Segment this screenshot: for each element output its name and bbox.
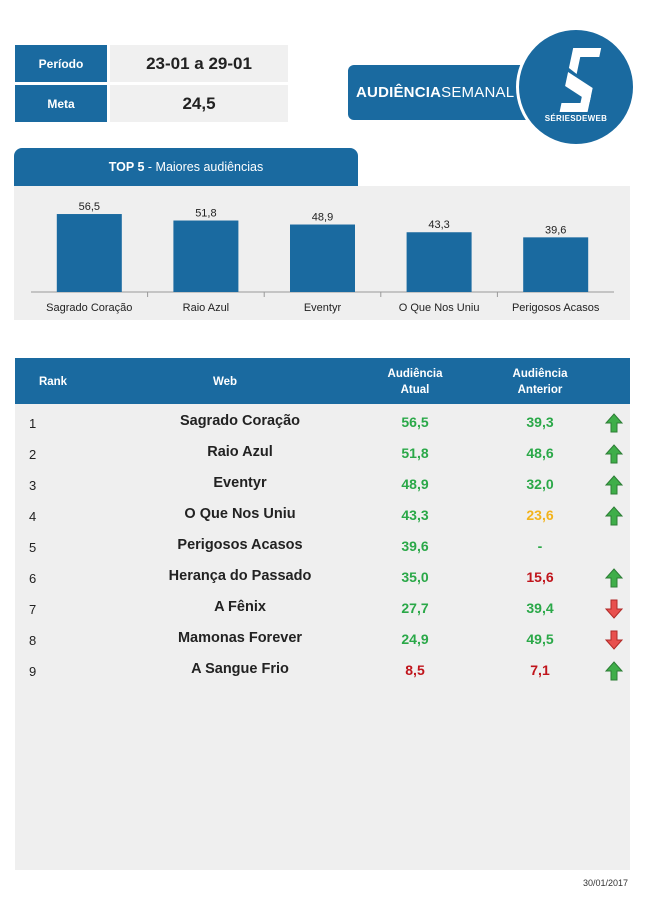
table-row: 1 Sagrado Coração 56,5 39,3 xyxy=(15,410,630,441)
rank-cell: 6 xyxy=(29,571,37,586)
table-row: 9 A Sangue Frio 8,5 7,1 xyxy=(15,658,630,689)
bar xyxy=(406,232,472,292)
table-body: 1 Sagrado Coração 56,5 39,3 2 Raio Azul 51,8 48… xyxy=(15,404,630,870)
web-cell: Eventyr xyxy=(213,475,267,491)
header-web: Web xyxy=(212,376,238,388)
arrow-up-icon xyxy=(604,475,624,495)
bar-value-label: 39,6 xyxy=(545,224,566,236)
bar xyxy=(173,220,239,292)
web-cell: O Que Nos Uniu xyxy=(184,506,296,522)
goal-value: 24,5 xyxy=(110,85,288,122)
banner-title: AUDIÊNCIASEMANAL xyxy=(356,84,514,101)
bar-value-label: 43,3 xyxy=(428,219,449,231)
bar xyxy=(523,237,589,292)
x-tick-label: O Que Nos Uniu xyxy=(399,302,480,314)
previous-audience-cell: - xyxy=(537,538,543,554)
header-current-line2: Atual xyxy=(400,384,430,396)
table-header: Rank Web Audiência Atual Audiência Anter… xyxy=(15,358,630,404)
header-current-line1: Audiência xyxy=(387,368,443,380)
current-audience-cell: 39,6 xyxy=(401,538,429,554)
period-value: 23-01 a 29-01 xyxy=(110,45,288,82)
rank-cell: 4 xyxy=(29,509,37,524)
chart-title: TOP 5 - Maiores audiências xyxy=(14,148,358,186)
x-tick-label: Raio Azul xyxy=(183,302,229,314)
logo-text: SÉRIESDEWEB xyxy=(544,114,608,123)
current-audience-cell: 27,7 xyxy=(401,600,429,616)
previous-audience-cell: 23,6 xyxy=(526,507,554,523)
current-audience-cell: 8,5 xyxy=(405,662,425,678)
current-audience-cell: 51,8 xyxy=(401,445,429,461)
arrow-up-icon xyxy=(604,568,624,588)
header-rank: Rank xyxy=(38,376,68,388)
web-cell: A Fênix xyxy=(214,599,266,615)
rank-cell: 1 xyxy=(29,416,37,431)
footer-date: 30/01/2017 xyxy=(582,878,628,888)
current-audience-cell: 24,9 xyxy=(401,631,429,647)
header-current: Audiência Atual xyxy=(375,366,455,398)
rank-cell: 2 xyxy=(29,447,37,462)
x-tick-label: Perigosos Acasos xyxy=(512,302,600,314)
rank-cell: 8 xyxy=(29,633,37,648)
banner-title-bold: AUDIÊNCIA xyxy=(356,84,442,101)
arrow-up-icon xyxy=(604,413,624,433)
table-row: 2 Raio Azul 51,8 48,6 xyxy=(15,441,630,472)
bar-value-label: 56,5 xyxy=(79,201,100,213)
web-cell: Sagrado Coração xyxy=(179,413,301,429)
web-cell: A Sangue Frio xyxy=(191,661,289,677)
current-audience-cell: 43,3 xyxy=(401,507,429,523)
period-label: Período xyxy=(15,45,107,82)
web-cell: Perigosos Acasos xyxy=(177,537,303,553)
arrow-up-icon xyxy=(604,506,624,526)
arrow-up-icon xyxy=(604,444,624,464)
logo: SÉRIESDEWEB xyxy=(516,27,636,147)
rank-cell: 3 xyxy=(29,478,37,493)
header-previous: Audiência Anterior xyxy=(500,366,580,398)
bar-value-label: 48,9 xyxy=(312,212,333,224)
table-row: 3 Eventyr 48,9 32,0 xyxy=(15,472,630,503)
previous-audience-cell: 39,4 xyxy=(526,600,554,616)
bar-value-label: 51,8 xyxy=(195,208,216,220)
arrow-down-icon xyxy=(604,599,624,619)
banner-title-light: SEMANAL xyxy=(441,84,515,101)
bar xyxy=(290,224,355,292)
previous-audience-cell: 49,5 xyxy=(526,631,554,647)
table-row: 7 A Fênix 27,7 39,4 xyxy=(15,596,630,627)
previous-audience-cell: 48,6 xyxy=(526,445,554,461)
bar-chart-svg: 56,5 Sagrado Coração 51,8 Raio Azul 48,9 Even… xyxy=(31,201,614,314)
header-previous-line2: Anterior xyxy=(517,384,563,396)
table-row: 8 Mamonas Forever 24,9 49,5 xyxy=(15,627,630,658)
chart-title-bold: TOP 5 xyxy=(108,160,145,174)
rank-cell: 7 xyxy=(29,602,37,617)
current-audience-cell: 35,0 xyxy=(401,569,429,585)
web-cell: Mamonas Forever xyxy=(177,630,303,646)
bar-chart: 56,5 Sagrado Coração 51,8 Raio Azul 48,9 Even… xyxy=(14,186,630,320)
x-tick-label: Eventyr xyxy=(304,302,342,314)
current-audience-cell: 48,9 xyxy=(401,476,429,492)
previous-audience-cell: 7,1 xyxy=(530,662,550,678)
web-cell: Herança do Passado xyxy=(168,568,312,584)
chart-title-rest: - Maiores audiências xyxy=(144,160,264,174)
header-previous-line1: Audiência xyxy=(512,368,568,380)
arrow-down-icon xyxy=(604,630,624,650)
previous-audience-cell: 39,3 xyxy=(526,414,554,430)
table-row: 6 Herança do Passado 35,0 15,6 xyxy=(15,565,630,596)
rank-cell: 5 xyxy=(29,540,37,555)
x-tick-label: Sagrado Coração xyxy=(46,302,132,314)
arrow-up-icon xyxy=(604,661,624,681)
logo-s-icon xyxy=(559,48,602,112)
previous-audience-cell: 32,0 xyxy=(526,476,554,492)
web-cell: Raio Azul xyxy=(207,444,273,460)
period-row: Período 23-01 a 29-01 xyxy=(15,45,288,82)
table-row: 5 Perigosos Acasos 39,6 - xyxy=(15,534,630,565)
goal-row: Meta 24,5 xyxy=(15,85,288,122)
bar xyxy=(56,214,122,292)
rank-cell: 9 xyxy=(29,664,37,679)
info-table: Período 23-01 a 29-01 Meta 24,5 xyxy=(15,45,288,125)
table-row: 4 O Que Nos Uniu 43,3 23,6 xyxy=(15,503,630,534)
goal-label: Meta xyxy=(15,85,107,122)
previous-audience-cell: 15,6 xyxy=(526,569,554,585)
current-audience-cell: 56,5 xyxy=(401,414,429,430)
